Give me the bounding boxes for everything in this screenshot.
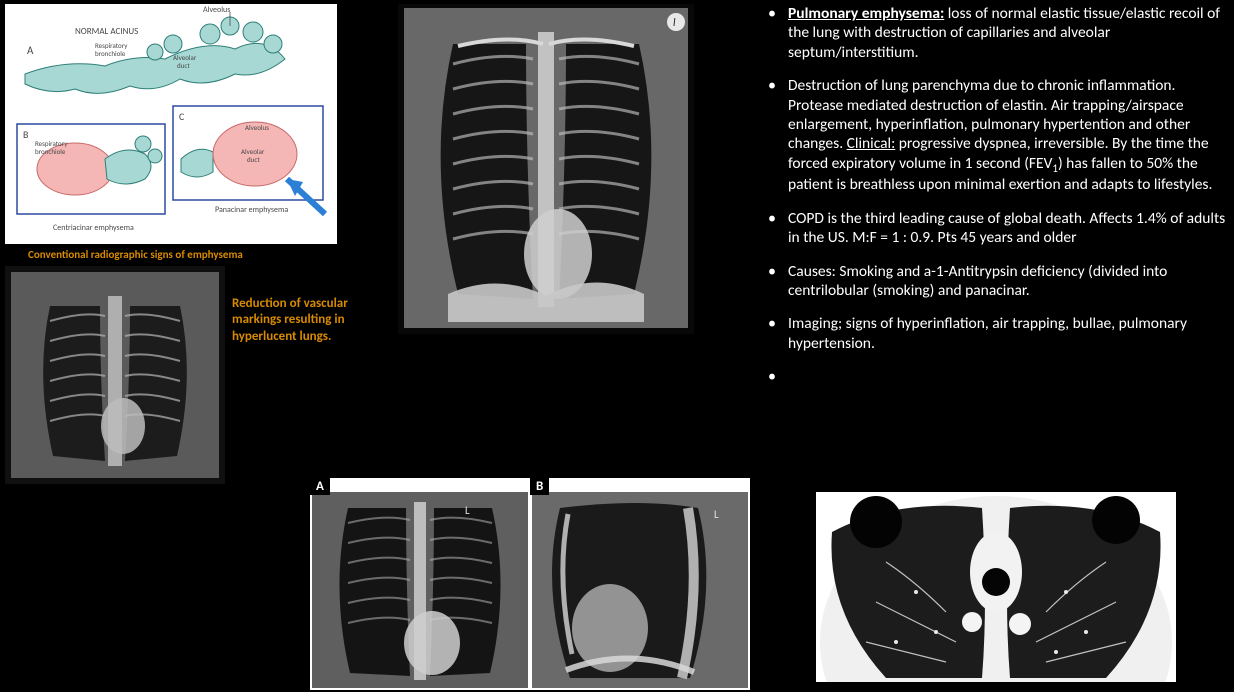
resp-bronchiole-B: Respiratorybronchiole [35, 139, 68, 156]
acinus-diagram: Alveolus NORMAL ACINUS A Respiratorybron… [5, 4, 337, 244]
small-chest-xray [5, 266, 225, 484]
alveolus-top-label: Alveolus [203, 5, 230, 15]
panel-A-label: A [310, 478, 330, 495]
panel-B-label: B [530, 478, 549, 495]
bullet-2: Destruction of lung parenchyma due to ch… [762, 76, 1232, 195]
bullet-4: Causes: Smoking and a-1-Antitrypsin defi… [762, 262, 1232, 301]
L-marker-B: L [714, 508, 719, 521]
alveolus-C: Alveolus [245, 123, 269, 132]
bullet-1-lead: Pulmonary emphysema: [788, 4, 944, 23]
bullet-3: COPD is the third leading cause of globa… [762, 209, 1232, 248]
L-marker-A: L [465, 504, 470, 517]
label-A: A [27, 44, 34, 57]
label-C: C [179, 110, 185, 123]
ct-axial-lungs [816, 492, 1176, 682]
label-B: B [23, 128, 29, 141]
centriacinar-label: Centriacinar emphysema [53, 223, 134, 233]
ab-xray-pair: A B L L [310, 478, 750, 690]
small-xray-caption: Reduction of vascular markings resulting… [232, 296, 362, 345]
bullet-1: Pulmonary emphysema: loss of normal elas… [762, 4, 1232, 62]
resp-bronchiole-label: Respiratorybronchiole [95, 41, 128, 58]
panacinar-label: Panacinar emphysema [215, 205, 288, 215]
main-chest-xray: l [398, 4, 694, 334]
bullet-list: Pulmonary emphysema: loss of normal elas… [762, 4, 1232, 367]
normal-acinus-label: NORMAL ACINUS [75, 26, 138, 37]
diagram-caption: Conventional radiographic signs of emphy… [28, 248, 243, 261]
bullet-5: Imaging; signs of hyperinflation, air tr… [762, 314, 1232, 353]
bullet-2-underline: Clinical: [847, 134, 896, 153]
